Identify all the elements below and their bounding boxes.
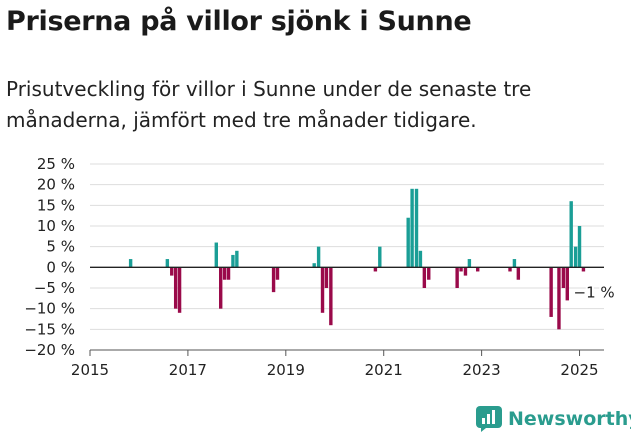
bar — [565, 267, 569, 301]
bar — [324, 267, 329, 288]
x-tick-label: 2017 — [169, 361, 207, 379]
bar — [226, 267, 231, 280]
bar — [219, 267, 223, 309]
bar — [476, 267, 480, 272]
y-tick-label: 15 % — [37, 196, 75, 214]
y-tick-label: 10 % — [37, 217, 75, 235]
bar — [455, 267, 459, 288]
bar — [320, 267, 325, 313]
bar — [271, 267, 276, 293]
bar — [463, 267, 468, 276]
y-tick-label: −10 % — [24, 300, 75, 318]
bar — [312, 263, 316, 268]
bar — [378, 246, 382, 268]
x-tick-label: 2015 — [71, 361, 109, 379]
bar — [569, 201, 573, 268]
bar — [128, 259, 133, 268]
bar — [373, 267, 378, 272]
bar — [549, 267, 553, 317]
y-tick-label: −5 % — [34, 279, 75, 297]
bar — [508, 267, 512, 272]
bar — [406, 217, 410, 268]
bar — [512, 259, 517, 268]
bar — [557, 267, 561, 330]
bar — [516, 267, 521, 280]
bar — [577, 226, 582, 268]
brand: Newsworthy — [476, 406, 631, 432]
bar — [165, 259, 170, 268]
y-tick-label: 20 % — [37, 176, 75, 194]
bar — [581, 267, 586, 272]
bar — [222, 267, 227, 280]
x-tick-label: 2019 — [267, 361, 305, 379]
bar — [235, 250, 239, 268]
bar — [173, 267, 178, 309]
bar — [329, 267, 333, 326]
bar — [410, 188, 414, 268]
bar — [177, 267, 182, 313]
bar — [414, 188, 419, 268]
bar — [561, 267, 566, 288]
page-title: Priserna på villor sjönk i Sunne — [6, 6, 472, 37]
brand-name: Newsworthy — [508, 408, 631, 430]
page-subtitle: Prisutveckling för villor i Sunne under … — [6, 77, 532, 132]
bar — [275, 267, 280, 280]
bar — [170, 267, 174, 276]
bar — [316, 246, 321, 268]
y-tick-label: 25 % — [37, 155, 75, 173]
y-tick-label: 0 % — [46, 258, 75, 276]
bar — [459, 267, 463, 272]
annotation-label: −1 % — [574, 283, 615, 301]
bar — [214, 242, 218, 268]
y-tick-label: −20 % — [24, 341, 75, 359]
bar — [231, 254, 235, 268]
bar — [467, 259, 472, 268]
y-tick-label: 5 % — [46, 238, 75, 256]
bar — [422, 267, 427, 288]
bar — [427, 267, 431, 280]
x-tick-label: 2023 — [463, 361, 501, 379]
y-tick-label: −15 % — [24, 320, 75, 338]
x-tick-label: 2021 — [365, 361, 403, 379]
bar — [573, 246, 578, 268]
bar-chart: 25 % 20 % 15 % 10 % 5 % 0 % −5 % −10 % −15 % −20 … — [24, 155, 616, 379]
bar — [418, 250, 423, 268]
bar-chart-logo-icon — [476, 406, 502, 432]
x-tick-label: 2025 — [560, 361, 598, 379]
